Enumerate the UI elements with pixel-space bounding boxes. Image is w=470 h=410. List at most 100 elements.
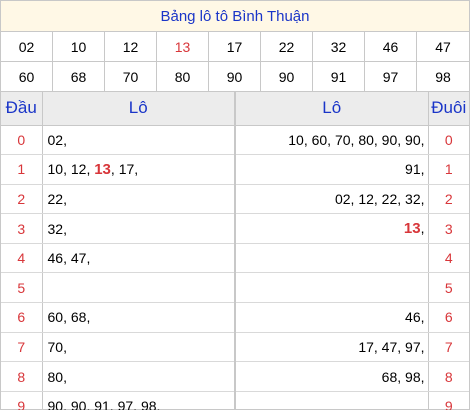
loto-number: 97 xyxy=(405,338,421,355)
lo-by-dau: 32, xyxy=(42,213,236,244)
prize-number: 90 xyxy=(261,62,313,92)
loto-number: 91 xyxy=(405,161,421,178)
lo-by-duoi xyxy=(235,391,429,410)
table-row: 4 46, 47, 4 xyxy=(1,243,469,274)
lo-by-dau: 90, 90, 91, 97, 98, xyxy=(42,391,236,410)
loto-number: 17 xyxy=(358,338,374,355)
loto-number: 70 xyxy=(47,338,64,355)
loto-number: 47 xyxy=(70,250,87,267)
prize-number: 68 xyxy=(53,62,105,92)
dau-digit: 8 xyxy=(1,361,43,392)
loto-number: 46 xyxy=(405,309,421,326)
header-lo-right: Lô xyxy=(235,92,429,126)
loto-number: 60 xyxy=(311,131,328,148)
loto-number: 02 xyxy=(334,190,351,207)
prize-number: 02 xyxy=(1,32,53,62)
prize-number: 10 xyxy=(53,32,105,62)
lo-by-duoi: 17, 47, 97, xyxy=(235,332,429,363)
loto-number: 32 xyxy=(405,190,421,207)
lo-by-dau: 22, xyxy=(42,184,236,215)
loto-number: 12 xyxy=(358,190,374,207)
prize-number: 90 xyxy=(209,62,261,92)
lo-by-dau: 02, xyxy=(42,125,236,156)
dau-digit: 4 xyxy=(1,243,43,274)
loto-number: 02 xyxy=(47,131,64,148)
loto-number: 10 xyxy=(47,160,64,177)
dau-digit: 0 xyxy=(1,125,43,156)
table-row: 0 02, 10, 60, 70, 80, 90, 90, 0 xyxy=(1,125,469,156)
loto-number: 22 xyxy=(381,190,398,207)
loto-number: 90 xyxy=(405,131,421,148)
lo-by-duoi: 13, xyxy=(235,213,429,244)
duoi-digit: 5 xyxy=(428,272,469,304)
duoi-digit: 2 xyxy=(428,184,469,215)
loto-number: 80 xyxy=(47,368,64,385)
header-dau: Đầu xyxy=(1,92,43,126)
duoi-digit: 3 xyxy=(428,213,469,244)
loto-number: 90 xyxy=(47,398,64,410)
loto-number: 60 xyxy=(47,309,64,326)
lo-by-dau xyxy=(42,272,236,304)
lo-by-duoi xyxy=(235,243,429,274)
table-row: 3 32, 13, 3 xyxy=(1,213,469,244)
dau-digit: 5 xyxy=(1,272,43,304)
duoi-digit: 1 xyxy=(428,154,469,185)
loto-number: 98 xyxy=(405,368,421,385)
loto-number: 68 xyxy=(381,368,398,385)
duoi-digit: 4 xyxy=(428,243,469,274)
prize-grid: 02 10 12 13 17 22 32 46 47 60 68 70 80 90 90 91 97 98 xyxy=(1,32,469,92)
loto-number: 90 xyxy=(70,398,87,410)
lo-by-duoi xyxy=(235,272,429,304)
loto-number: 13 xyxy=(94,160,111,178)
loto-number: 80 xyxy=(358,131,374,148)
dau-digit: 3 xyxy=(1,213,43,244)
dau-digit: 6 xyxy=(1,302,43,333)
prize-number: 17 xyxy=(209,32,261,62)
loto-number: 17 xyxy=(118,160,135,177)
prize-number: 12 xyxy=(105,32,157,62)
table-row: 8 80, 68, 98, 8 xyxy=(1,361,469,392)
loto-number: 70 xyxy=(334,131,351,148)
lo-by-dau: 60, 68, xyxy=(42,302,236,333)
loto-number: 13 xyxy=(403,220,421,238)
board-title: Bảng lô tô Bình Thuận xyxy=(1,1,469,32)
prize-number: 13 xyxy=(157,32,209,62)
prize-number: 97 xyxy=(365,62,417,92)
loto-table-body: 0 02, 10, 60, 70, 80, 90, 90, 0 1 10, 12, 1… xyxy=(1,125,469,410)
duoi-digit: 9 xyxy=(444,398,453,410)
table-row: 6 60, 68, 46, 6 xyxy=(1,302,469,333)
loto-number: 90 xyxy=(381,131,398,148)
table-row: 2 22, 02, 12, 22, 32, 2 xyxy=(1,184,469,215)
lo-by-duoi: 68, 98, xyxy=(235,361,429,392)
dau-digit: 1 xyxy=(1,154,43,185)
loto-table-header: Đầu Lô Lô Đuôi xyxy=(1,92,469,126)
loto-number: 68 xyxy=(70,309,87,326)
duoi-digit: 7 xyxy=(428,332,469,363)
duoi-digit: 6 xyxy=(428,302,469,333)
lo-by-duoi: 46, xyxy=(235,302,429,333)
loto-number: 91 xyxy=(94,398,110,410)
lo-by-duoi: 91, xyxy=(235,154,429,185)
header-lo-left: Lô xyxy=(42,92,236,126)
prize-number: 91 xyxy=(313,62,365,92)
table-row: 9 90, 90, 91, 97, 98, 9 xyxy=(1,391,469,410)
dau-digit: 9 xyxy=(1,391,43,410)
lo-by-dau: 10, 12, 13, 17, xyxy=(42,154,236,185)
table-row: 7 70, 17, 47, 97, 7 xyxy=(1,332,469,363)
loto-number: 47 xyxy=(381,338,398,355)
table-row: 1 10, 12, 13, 17, 91, 1 xyxy=(1,154,469,185)
prize-number: 22 xyxy=(261,32,313,62)
loto-number: 22 xyxy=(47,190,64,207)
lo-by-duoi: 02, 12, 22, 32, xyxy=(235,184,429,215)
prize-number: 98 xyxy=(417,62,469,92)
dau-digit: 7 xyxy=(1,332,43,363)
header-duoi: Đuôi xyxy=(428,92,469,126)
loto-number: 98 xyxy=(140,398,157,410)
loto-number: 10 xyxy=(288,131,304,148)
dau-digit: 2 xyxy=(1,184,43,215)
lo-by-duoi: 10, 60, 70, 80, 90, 90, xyxy=(235,125,429,156)
lo-by-dau: 46, 47, xyxy=(42,243,236,274)
prize-number: 47 xyxy=(417,32,469,62)
